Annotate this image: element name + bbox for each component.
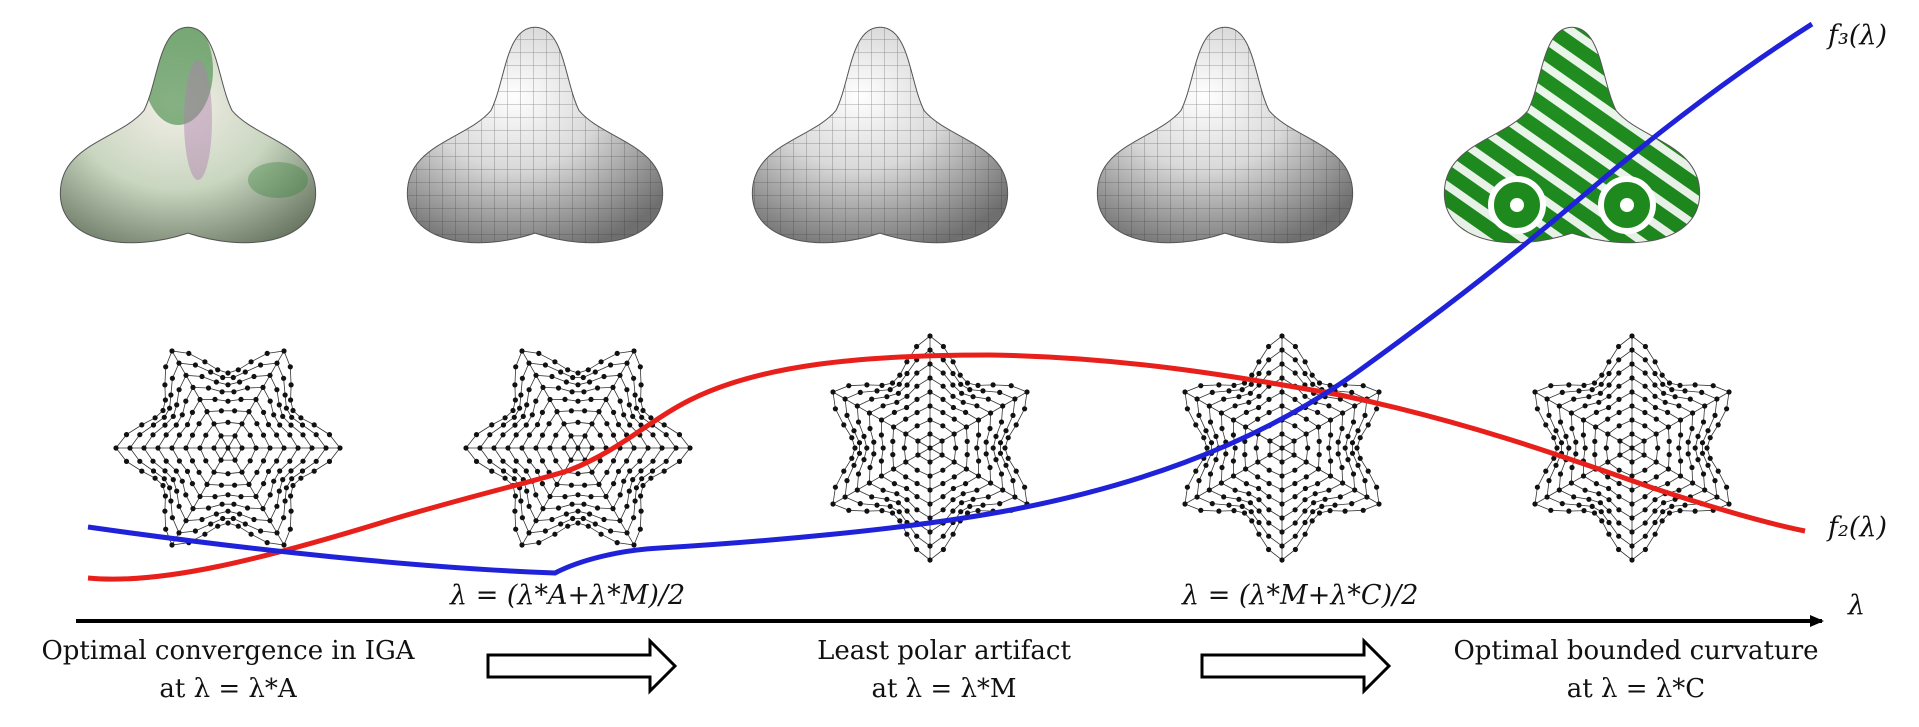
control-net-1 <box>113 348 343 548</box>
f2-label: f₂(λ) <box>1826 512 1887 543</box>
transition-arrow-1 <box>486 637 678 695</box>
control-net-4 <box>1182 333 1382 563</box>
axis-label: λ <box>1847 590 1865 621</box>
f3-curve <box>87 21 1814 576</box>
transition-arrow-2 <box>1200 637 1392 695</box>
surface-1-curvature-shaded <box>60 26 316 244</box>
f2-curve <box>87 352 1806 582</box>
f3-label: f₃(λ) <box>1826 20 1887 51</box>
surface-row <box>60 26 1700 244</box>
caption-left-line1: Optimal convergence in IGA <box>41 636 415 666</box>
surface-3-parameter-lines <box>752 26 1008 244</box>
midpoint-label-m-c: λ = (λ*M+λ*C)/2 <box>1181 580 1418 611</box>
control-net-row <box>113 333 1732 563</box>
surface-5-isophote-stripes <box>1444 26 1700 244</box>
caption-left-line2: at λ = λ*A <box>159 674 297 704</box>
caption-right-line2: at λ = λ*C <box>1567 674 1705 704</box>
caption-center-line2: at λ = λ*M <box>871 674 1016 704</box>
surface-2-parameter-lines <box>407 26 663 244</box>
midpoint-label-a-m: λ = (λ*A+λ*M)/2 <box>449 580 685 611</box>
control-net-3 <box>830 333 1030 563</box>
control-net-5 <box>1532 333 1732 563</box>
caption-right-line1: Optimal bounded curvature <box>1453 636 1818 666</box>
caption-center-line1: Least polar artifact <box>817 636 1071 666</box>
control-net-2 <box>463 348 693 548</box>
surface-4-parameter-lines <box>1097 26 1353 244</box>
